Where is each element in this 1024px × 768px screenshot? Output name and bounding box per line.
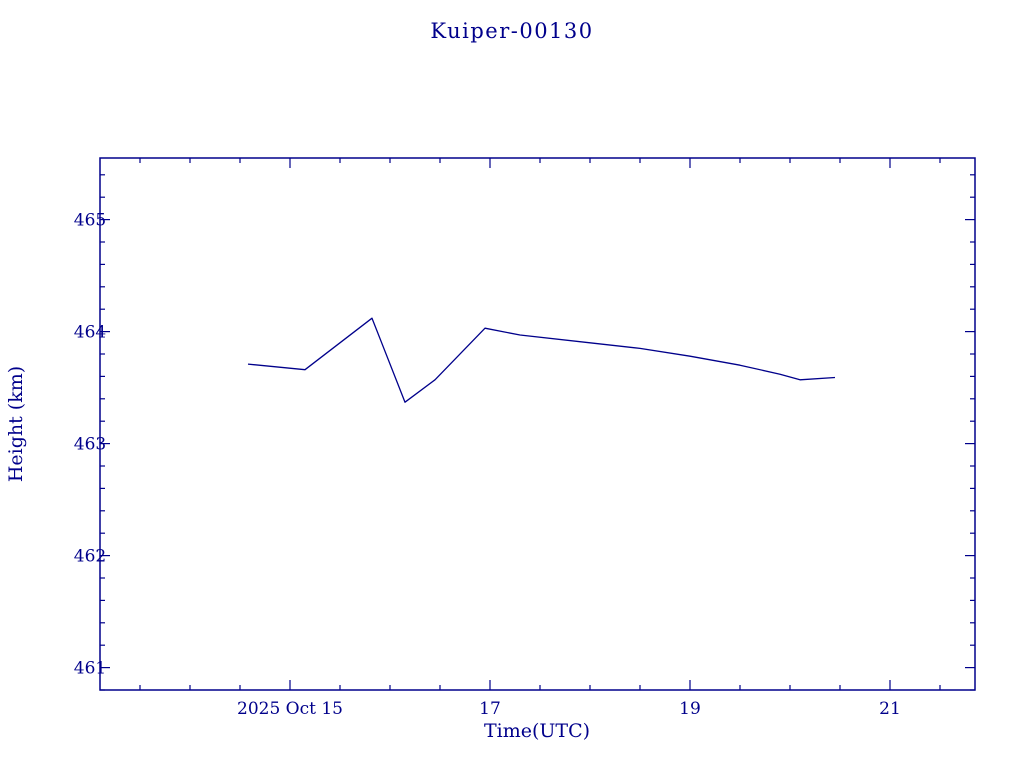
- y-axis-label: Height (km): [5, 366, 27, 482]
- chart-title: Kuiper-00130: [430, 19, 593, 43]
- x-tick-label: 19: [679, 699, 701, 719]
- y-axis-ticks: 461 462 463 464 465: [74, 174, 975, 691]
- y-tick-label: 462: [74, 547, 106, 567]
- y-tick-label: 465: [74, 211, 106, 231]
- data-line-height: [247, 317, 836, 403]
- y-tick-label: 463: [74, 435, 106, 455]
- x-axis-label: Time(UTC): [484, 720, 590, 742]
- plot-border: [99, 157, 976, 691]
- y-tick-label: 461: [74, 659, 106, 679]
- y-tick-label: 464: [74, 323, 106, 343]
- x-axis-ticks: 2025 Oct 15 17 19 21: [139, 158, 941, 719]
- x-tick-label: 21: [879, 699, 901, 719]
- plot-content: 2025 Oct 15 17 19 21 461 462 463 464 465: [74, 157, 976, 719]
- x-tick-label: 17: [479, 699, 501, 719]
- x-tick-label: 2025 Oct 15: [237, 699, 343, 719]
